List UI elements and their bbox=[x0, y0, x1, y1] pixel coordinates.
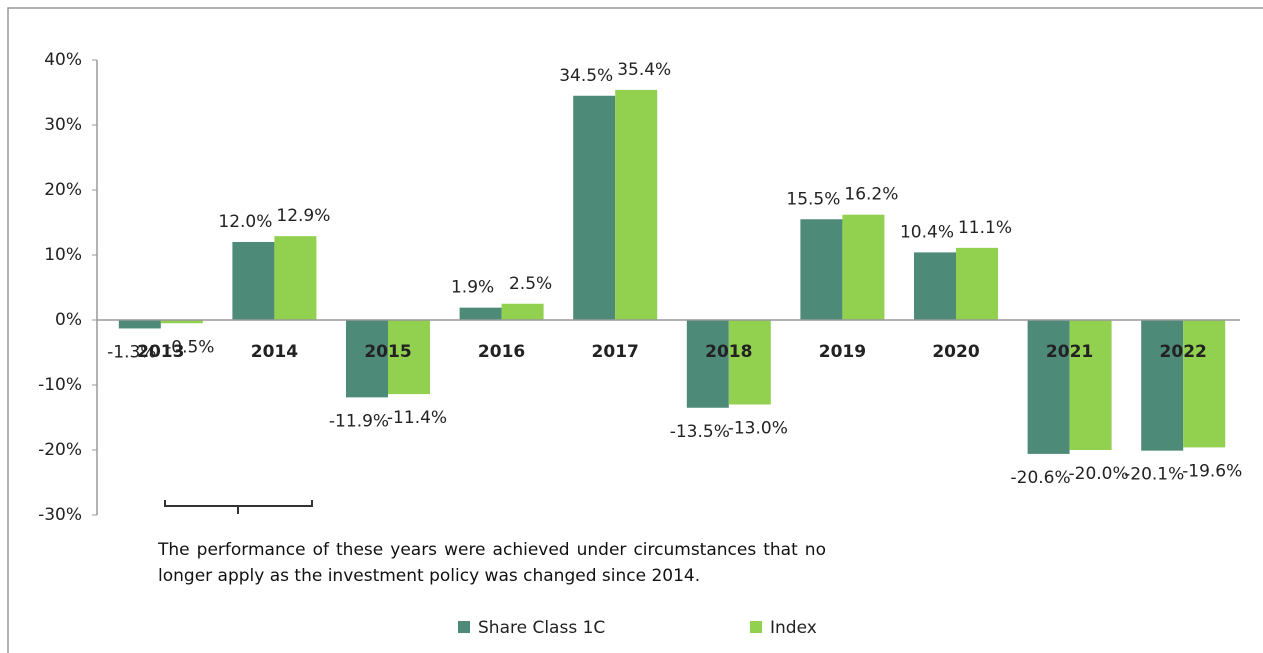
bar bbox=[118, 320, 161, 329]
bar bbox=[1141, 320, 1184, 451]
bracket bbox=[164, 500, 313, 514]
frame bbox=[7, 7, 1263, 653]
bar bbox=[1027, 320, 1070, 454]
value-label: 35.4% bbox=[617, 60, 671, 80]
value-label: -11.4% bbox=[387, 408, 447, 428]
x-tick-label: 2016 bbox=[478, 342, 525, 362]
value-label: 1.9% bbox=[451, 278, 494, 298]
bar bbox=[388, 320, 430, 395]
x-tick-label: 2018 bbox=[705, 342, 752, 362]
x-tick-label: 2013 bbox=[137, 342, 184, 362]
legend-swatch bbox=[750, 621, 762, 633]
y-tick-label: 40% bbox=[44, 50, 82, 70]
x-tick-label: 2014 bbox=[251, 342, 298, 362]
value-label: 10.4% bbox=[900, 222, 954, 242]
bar bbox=[956, 247, 998, 320]
y-tick-label: -20% bbox=[38, 440, 82, 460]
value-label: -0.5% bbox=[165, 337, 214, 357]
y-tick-label: -30% bbox=[38, 505, 82, 525]
x-tick-label: 2021 bbox=[1046, 342, 1093, 362]
value-label: 2.5% bbox=[509, 274, 552, 294]
value-label: -20.6% bbox=[1011, 468, 1071, 488]
x-tick-label: 2022 bbox=[1160, 342, 1207, 362]
value-label: -20.0% bbox=[1069, 464, 1129, 484]
bar bbox=[501, 303, 544, 320]
bar bbox=[914, 252, 956, 320]
value-label: -13.5% bbox=[670, 422, 730, 442]
annotation: The performance of these years were achi… bbox=[158, 540, 826, 586]
y-tick-label: 20% bbox=[44, 180, 82, 200]
legend-label: Index bbox=[770, 618, 817, 638]
value-label: -20.1% bbox=[1124, 465, 1184, 485]
value-label: 16.2% bbox=[844, 185, 898, 205]
y-tick-label: 10% bbox=[44, 245, 82, 265]
x-tick-label: 2019 bbox=[819, 342, 866, 362]
x-tick-label: 2017 bbox=[592, 342, 639, 362]
y-tick-label: 0% bbox=[55, 310, 82, 330]
value-label: 34.5% bbox=[559, 66, 613, 86]
bar bbox=[160, 320, 203, 324]
value-label: 11.1% bbox=[958, 218, 1012, 238]
value-label: -19.6% bbox=[1182, 461, 1242, 481]
value-label: 12.9% bbox=[276, 206, 330, 226]
bar bbox=[573, 95, 616, 320]
bar bbox=[459, 307, 502, 320]
x-tick-label: 2015 bbox=[364, 342, 411, 362]
bar bbox=[346, 320, 388, 398]
bar bbox=[728, 320, 771, 405]
value-label: -1.3% bbox=[107, 342, 156, 362]
legend-label: Share Class 1C bbox=[478, 618, 605, 638]
bar bbox=[686, 320, 729, 408]
bar bbox=[842, 214, 885, 320]
y-tick-label: 30% bbox=[44, 115, 82, 135]
x-tick-label: 2020 bbox=[932, 342, 979, 362]
value-label: -13.0% bbox=[728, 419, 788, 439]
bar bbox=[800, 219, 843, 320]
y-tick-label: -10% bbox=[38, 375, 82, 395]
legend-swatch bbox=[458, 621, 470, 633]
value-label: 12.0% bbox=[218, 212, 272, 232]
value-label: 15.5% bbox=[786, 189, 840, 209]
value-label: -11.9% bbox=[329, 411, 389, 431]
bar bbox=[232, 242, 275, 320]
bar bbox=[1069, 320, 1112, 450]
bar bbox=[274, 236, 317, 320]
bar bbox=[1183, 320, 1226, 448]
bar bbox=[615, 89, 658, 321]
